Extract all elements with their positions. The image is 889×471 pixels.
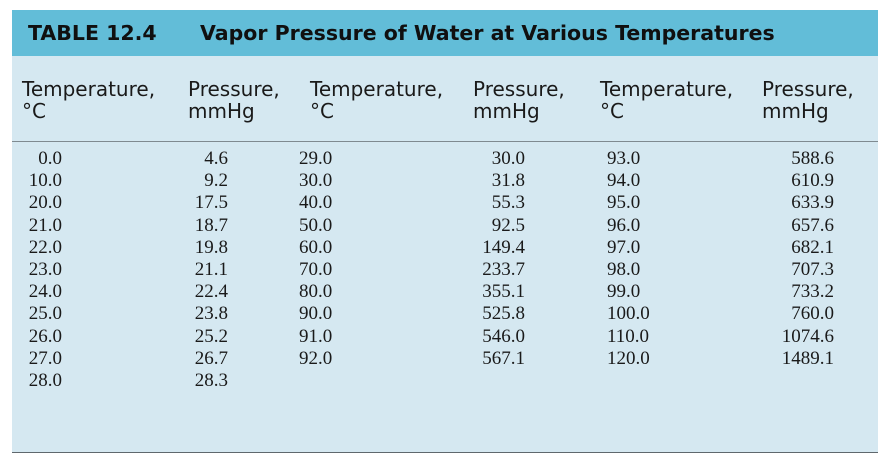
- table-cell: 120.0: [607, 347, 650, 369]
- header-unit: °C: [22, 99, 46, 123]
- table-cell: 110.0: [607, 325, 650, 347]
- header-divider: [12, 141, 878, 142]
- table-cell: 588.6: [791, 148, 834, 169]
- table-cell: 546.0: [482, 325, 525, 347]
- table-cell: 24.0: [28, 281, 62, 303]
- table-cell: 26.7: [194, 347, 228, 369]
- table-cell: 96.0: [607, 214, 641, 236]
- table-cell: 233.7: [482, 259, 525, 281]
- column-temperature-1: 0.0 10.0 20.0 21.0 22.0 23.0 24.0 25.0 2…: [22, 148, 62, 392]
- header-temperature-1: Temperature, °C: [22, 78, 155, 122]
- table-cell: 31.8: [491, 170, 525, 192]
- table-cell: 28.3: [194, 370, 228, 392]
- table-cell: 707.3: [791, 259, 834, 281]
- table-cell: 90.0: [299, 303, 333, 325]
- header-line: Temperature,: [22, 77, 156, 101]
- table-cell: 0.0: [38, 148, 62, 169]
- table-cell: 80.0: [299, 281, 333, 303]
- table-cell: 40.0: [299, 192, 333, 214]
- table-cell: 99.0: [607, 281, 641, 303]
- table-cell: 92.5: [491, 214, 525, 236]
- table-cell: 29.0: [299, 148, 333, 169]
- table-cell: 95.0: [607, 192, 641, 214]
- table-cell: 23.8: [194, 303, 228, 325]
- table-cell: 17.5: [194, 192, 228, 214]
- header-unit: mmHg: [188, 99, 255, 123]
- header-unit: °C: [310, 99, 334, 123]
- table-cell: 25.2: [194, 325, 228, 347]
- table-cell: 355.1: [482, 281, 525, 303]
- table-cell: 610.9: [791, 170, 834, 192]
- table-cell: 94.0: [607, 170, 641, 192]
- table-cell: 23.0: [28, 259, 62, 281]
- table-label: TABLE 12.4: [28, 21, 157, 45]
- table-cell: 55.3: [491, 192, 525, 214]
- table-cell: 22.4: [194, 281, 228, 303]
- table-cell: 20.0: [28, 192, 62, 214]
- header-temperature-2: Temperature, °C: [310, 78, 443, 122]
- header-line: Temperature,: [600, 77, 734, 101]
- column-pressure-1: 4.6 9.2 17.5 18.7 19.8 21.1 22.4 23.8 25…: [188, 148, 228, 392]
- header-unit: mmHg: [473, 99, 540, 123]
- table-cell: 21.1: [194, 259, 228, 281]
- header-pressure-2: Pressure, mmHg: [473, 78, 565, 122]
- table-cell: 149.4: [482, 236, 525, 258]
- column-temperature-2: 29.0 30.0 40.0 50.0 60.0 70.0 80.0 90.0 …: [299, 148, 359, 370]
- table-cell: 1489.1: [781, 347, 834, 369]
- header-line: Pressure,: [762, 77, 854, 101]
- table-cell: 26.0: [28, 325, 62, 347]
- table-cell: 100.0: [607, 303, 650, 325]
- table-cell: 567.1: [482, 347, 525, 369]
- table-cell: 27.0: [28, 347, 62, 369]
- header-unit: mmHg: [762, 99, 829, 123]
- table-cell: 25.0: [28, 303, 62, 325]
- table-cell: 30.0: [299, 170, 333, 192]
- header-unit: °C: [600, 99, 624, 123]
- table-cell: 1074.6: [781, 325, 834, 347]
- table-title: Vapor Pressure of Water at Various Tempe…: [200, 21, 775, 45]
- table-cell: 19.8: [194, 236, 228, 258]
- table-cell: 525.8: [482, 303, 525, 325]
- table-cell: 21.0: [28, 214, 62, 236]
- table-cell: 91.0: [299, 325, 333, 347]
- table-cell: 92.0: [299, 347, 333, 369]
- table-cell: 30.0: [491, 148, 525, 169]
- table-bottom-rule: [12, 452, 878, 453]
- table-cell: 633.9: [791, 192, 834, 214]
- column-pressure-3: 588.6 610.9 633.9 657.6 682.1 707.3 733.…: [752, 148, 834, 370]
- table-cell: 760.0: [791, 303, 834, 325]
- table-cell: 18.7: [194, 214, 228, 236]
- table-cell: 4.6: [204, 148, 228, 169]
- column-pressure-2: 30.0 31.8 55.3 92.5 149.4 233.7 355.1 52…: [452, 148, 525, 370]
- table-cell: 50.0: [299, 214, 333, 236]
- table-cell: 682.1: [791, 236, 834, 258]
- header-line: Temperature,: [310, 77, 444, 101]
- table-cell: 10.0: [28, 170, 62, 192]
- header-line: Pressure,: [188, 77, 280, 101]
- header-line: Pressure,: [473, 77, 565, 101]
- vapor-pressure-table: Temperature, °C Pressure, mmHg Temperatu…: [12, 56, 878, 452]
- header-temperature-3: Temperature, °C: [600, 78, 733, 122]
- table-cell: 22.0: [28, 236, 62, 258]
- table-cell: 97.0: [607, 236, 641, 258]
- table-cell: 98.0: [607, 259, 641, 281]
- header-pressure-1: Pressure, mmHg: [188, 78, 280, 122]
- column-temperature-3: 93.0 94.0 95.0 96.0 97.0 98.0 99.0 100.0…: [607, 148, 667, 370]
- table-cell: 60.0: [299, 236, 333, 258]
- table-cell: 9.2: [204, 170, 228, 192]
- table-cell: 70.0: [299, 259, 333, 281]
- table-cell: 93.0: [607, 148, 641, 169]
- table-title-bar: TABLE 12.4 Vapor Pressure of Water at Va…: [12, 10, 878, 56]
- table-cell: 28.0: [28, 370, 62, 392]
- header-pressure-3: Pressure, mmHg: [762, 78, 854, 122]
- table-cell: 733.2: [791, 281, 834, 303]
- table-cell: 657.6: [791, 214, 834, 236]
